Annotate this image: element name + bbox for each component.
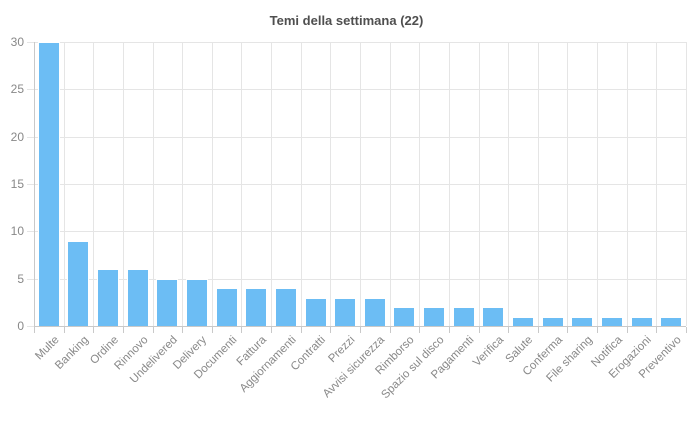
- x-tick-mark: [63, 327, 65, 333]
- y-tick-label: 10: [10, 224, 24, 239]
- h-gridline: [27, 184, 686, 185]
- x-tick-mark: [360, 327, 361, 333]
- x-tick-mark: [478, 327, 480, 333]
- h-gridline: [27, 278, 686, 280]
- bar[interactable]: [67, 240, 90, 326]
- x-category-label: Verifica: [470, 334, 506, 370]
- y-tick-label: 0: [17, 319, 24, 333]
- x-tick-mark: [34, 327, 35, 333]
- bar[interactable]: [600, 316, 623, 326]
- v-gridline: [686, 42, 687, 326]
- bar[interactable]: [97, 269, 120, 326]
- x-tick-mark: [271, 327, 273, 333]
- x-tick-mark: [389, 327, 391, 333]
- bar[interactable]: [186, 278, 208, 326]
- bar[interactable]: [630, 316, 653, 326]
- x-tick-mark: [686, 327, 687, 333]
- x-tick-mark: [122, 327, 124, 333]
- bar[interactable]: [660, 316, 683, 326]
- h-gridline: [27, 136, 686, 138]
- x-tick-mark: [93, 327, 95, 333]
- bar[interactable]: [37, 42, 60, 326]
- x-tick-mark: [448, 327, 450, 333]
- bar[interactable]: [393, 307, 416, 326]
- y-tick-label: 25: [10, 82, 24, 97]
- bar[interactable]: [452, 307, 475, 326]
- x-tick-mark: [419, 327, 421, 333]
- y-tick-label: 5: [17, 271, 24, 286]
- x-tick-mark: [300, 327, 302, 333]
- bar[interactable]: [363, 297, 386, 326]
- x-tick-mark: [626, 327, 628, 333]
- x-tick-mark: [597, 327, 599, 333]
- x-tick-mark: [152, 327, 154, 333]
- y-tick-label: 20: [10, 129, 24, 144]
- x-tick-mark: [537, 327, 539, 333]
- h-gridline: [27, 89, 686, 91]
- bar[interactable]: [541, 316, 564, 326]
- bar[interactable]: [245, 288, 268, 326]
- x-tick-mark: [508, 327, 510, 333]
- bar[interactable]: [334, 297, 357, 326]
- bar[interactable]: [423, 307, 446, 326]
- x-tick-mark: [182, 327, 184, 333]
- bar[interactable]: [156, 278, 179, 326]
- bar[interactable]: [482, 307, 505, 326]
- chart-title: Temi della settimana (22): [269, 13, 424, 28]
- y-axis-line: [34, 42, 35, 332]
- bar[interactable]: [571, 316, 594, 326]
- x-tick-mark: [241, 327, 243, 333]
- y-tick-label: 30: [10, 35, 24, 49]
- x-tick-mark: [656, 327, 658, 333]
- bar[interactable]: [215, 288, 238, 326]
- x-axis-line: [34, 326, 686, 327]
- x-tick-mark: [211, 327, 213, 333]
- h-gridline: [27, 231, 686, 233]
- bar[interactable]: [126, 269, 149, 326]
- x-tick-mark: [330, 327, 332, 333]
- bar[interactable]: [304, 297, 327, 326]
- h-gridline: [27, 42, 686, 43]
- x-tick-mark: [567, 327, 569, 333]
- bar[interactable]: [512, 316, 534, 326]
- bar[interactable]: [274, 288, 297, 326]
- y-tick-label: 15: [10, 177, 24, 191]
